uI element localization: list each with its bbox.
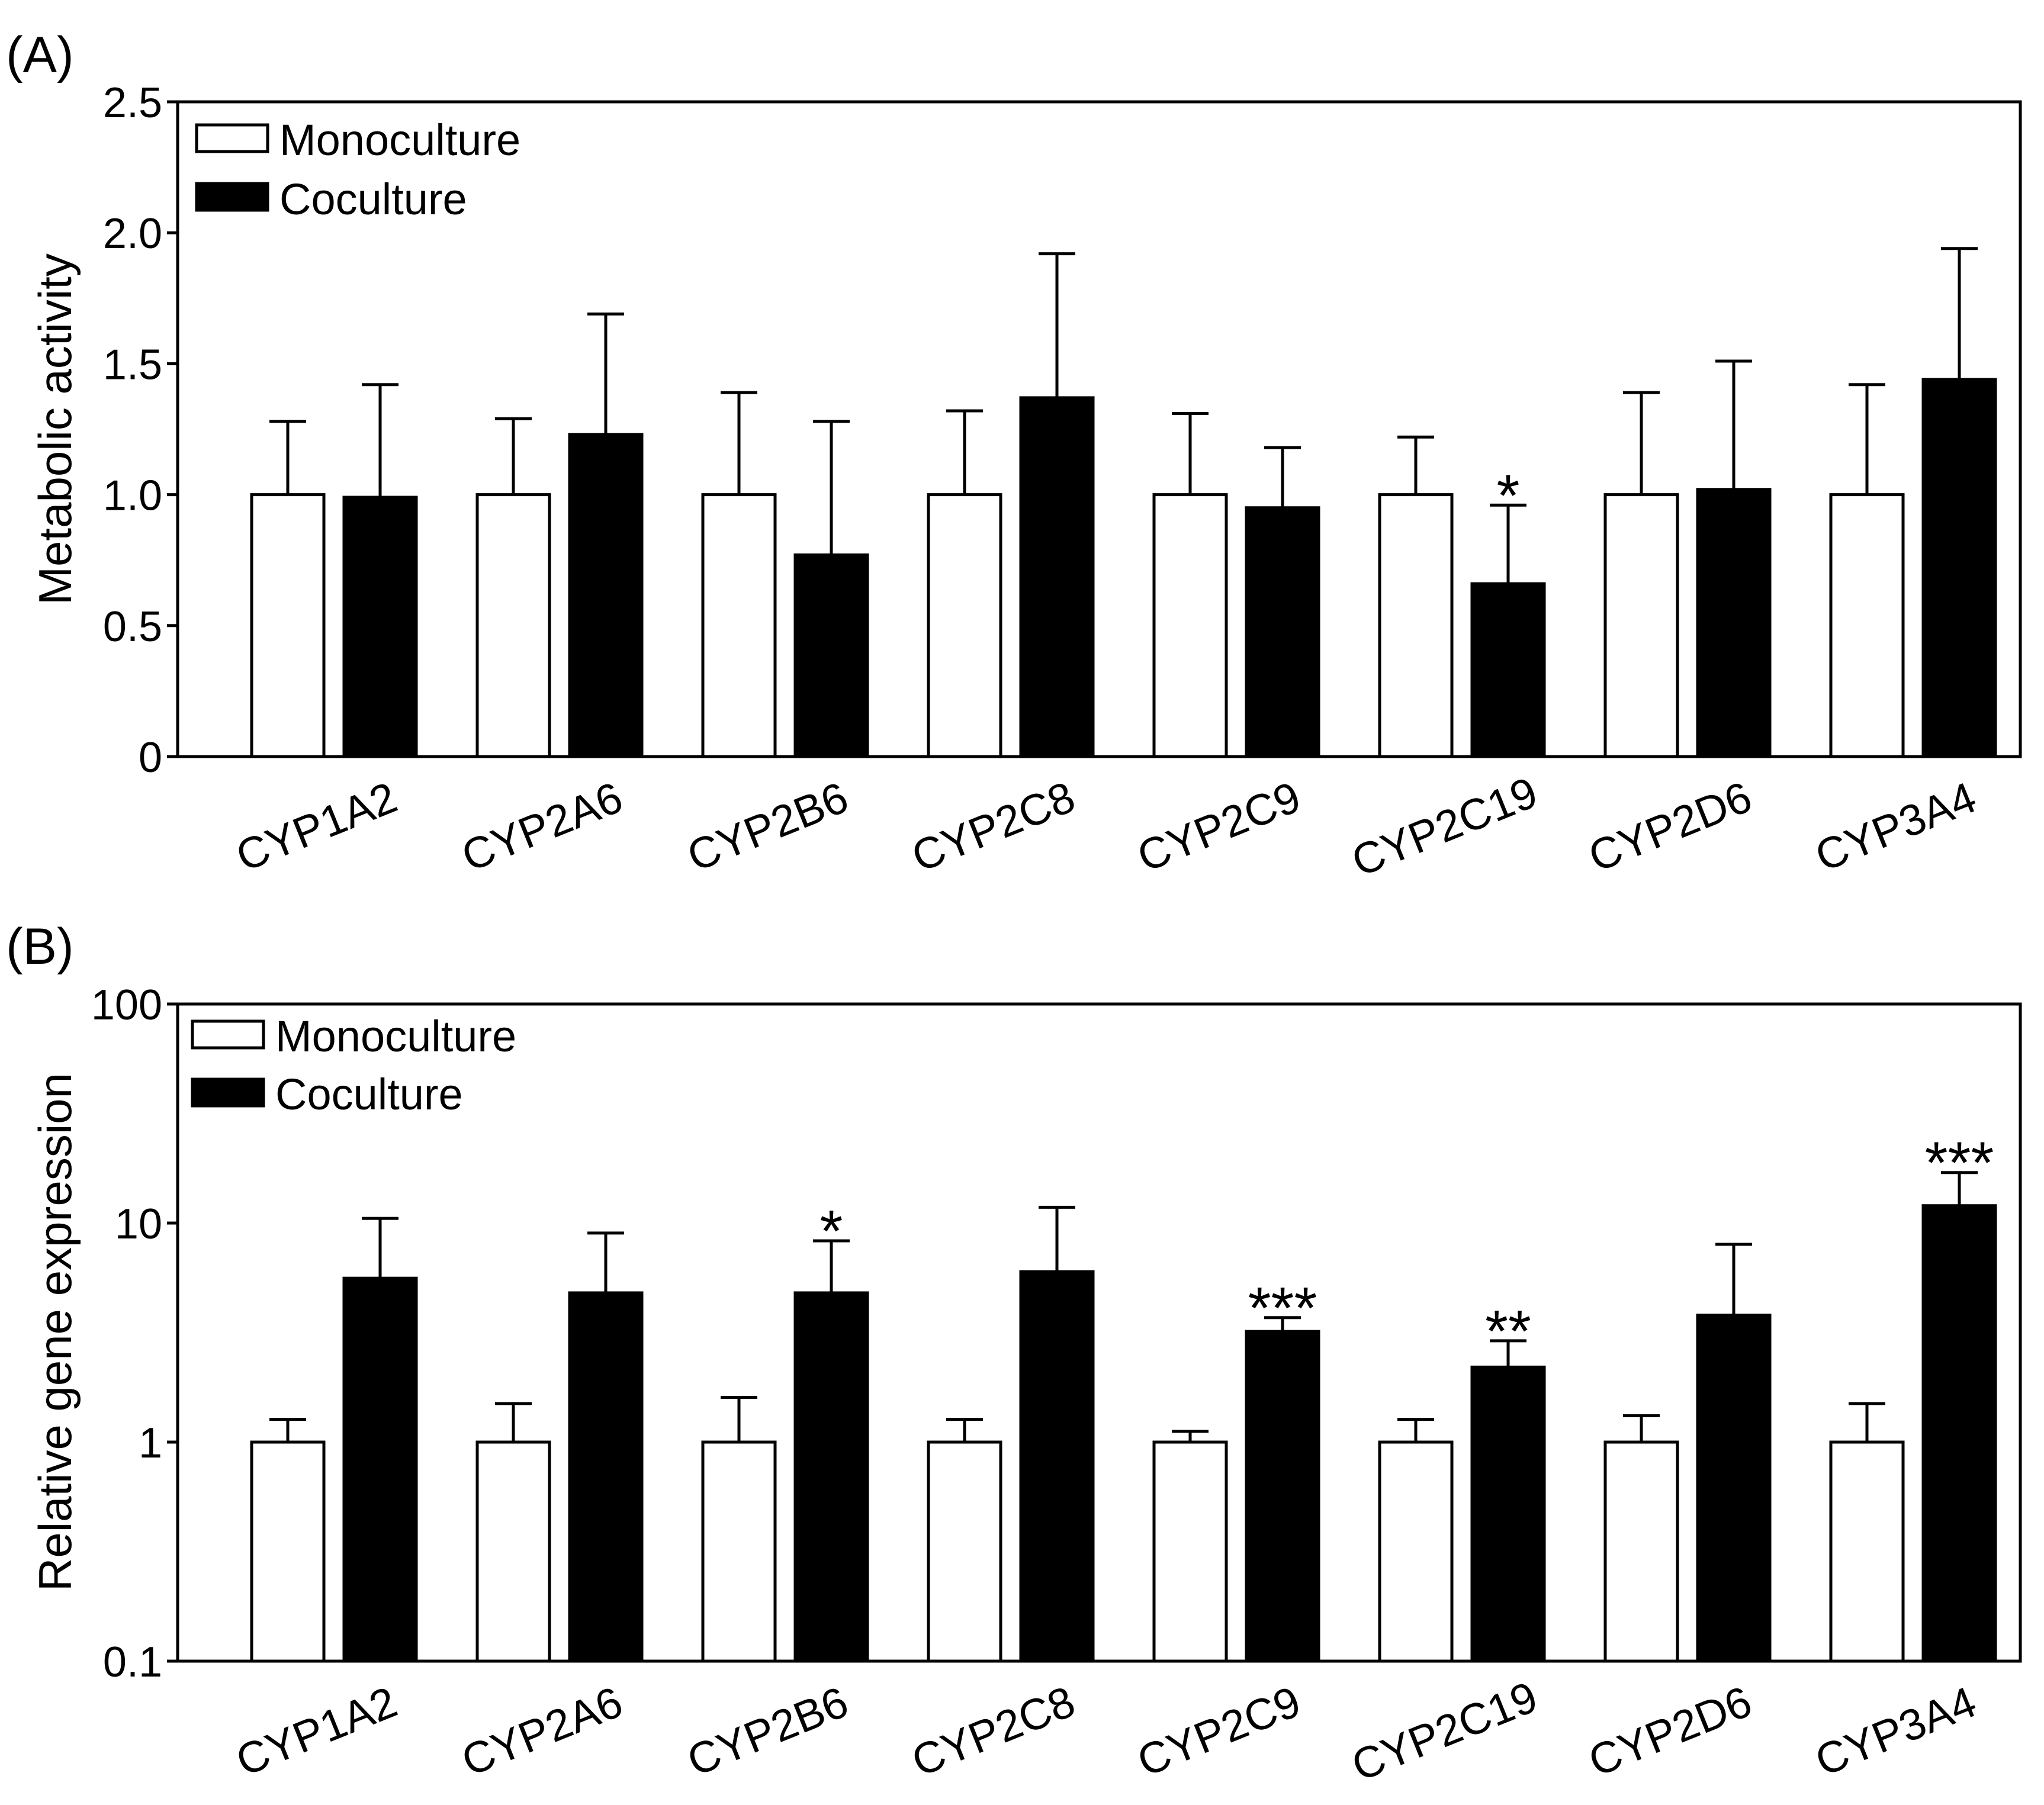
x-tick-label: CYP2B6: [680, 1677, 854, 1785]
panel-a-y-ticks: 0 0.5 1.0 1.5 2.0 2.5: [103, 79, 178, 781]
y-tick-label: 0.5: [103, 603, 162, 651]
bar-coculture-cyp2b6: [793, 1291, 869, 1663]
x-tick-label: CYP2C9: [1130, 772, 1307, 881]
bar-coculture-cyp2c8: [1019, 396, 1095, 758]
y-tick-label: 2.0: [103, 210, 162, 258]
panel-b-legend: Monoculture Coculture: [191, 1012, 516, 1119]
panel-a-bars: *: [250, 247, 1997, 758]
bar-coculture-cyp2c8: [1019, 1270, 1095, 1663]
bar-coculture-cyp3a4: [1921, 378, 1997, 758]
bar-monoculture-cyp2c9: [1152, 1440, 1228, 1663]
panel-a-plot-frame: [176, 100, 2022, 758]
legend-label-monoculture: Monoculture: [275, 1012, 516, 1061]
x-tick-label: CYP2C8: [905, 1677, 1081, 1786]
panel-b-y-ticks: 0.1 1 10 100: [91, 982, 178, 1686]
x-tick-label: CYP2D6: [1582, 1677, 1758, 1786]
bar-monoculture-cyp2a6: [475, 1440, 551, 1663]
panel-b-plot-frame: [176, 1002, 2022, 1663]
x-tick-label: CYP2D6: [1582, 772, 1758, 881]
x-tick-label: CYP2B6: [680, 773, 854, 881]
legend-swatch-monoculture: [195, 123, 269, 153]
panel-a-x-tick-labels: CYP1A2 CYP2A6 CYP2B6 CYP2C8 CYP2C9 CYP2C19 CYP…: [229, 767, 1982, 886]
bar-coculture-cyp2c9: [1245, 1330, 1320, 1663]
significance-marker: ***: [1925, 1130, 1994, 1196]
x-tick-label: CYP1A2: [229, 773, 403, 881]
bar-coculture-cyp2c19: [1470, 582, 1546, 758]
y-tick-label: 1: [139, 1420, 162, 1467]
x-tick-label: CYP1A2: [229, 1677, 403, 1785]
bar-monoculture-cyp2d6: [1603, 493, 1679, 758]
bar-monoculture-cyp2a6: [475, 493, 551, 758]
x-tick-label: CYP3A4: [1808, 773, 1982, 881]
bar-coculture-cyp2d6: [1696, 1313, 1772, 1663]
bar-monoculture-cyp3a4: [1829, 1440, 1905, 1663]
y-tick-label: 1.5: [103, 341, 162, 388]
bar-coculture-cyp2c9: [1245, 506, 1320, 758]
bar-monoculture-cyp2d6: [1603, 1440, 1679, 1663]
x-tick-label: CYP2A6: [455, 773, 629, 881]
panel-b-y-axis-label: Relative gene expression: [29, 1073, 81, 1591]
significance-marker: **: [1485, 1298, 1531, 1365]
panel-a-legend: Monoculture Coculture: [195, 115, 520, 224]
y-tick-label: 1.0: [103, 472, 162, 520]
panel-b-label: (B): [6, 918, 74, 975]
panel-a: (A) Metabolic activity Monoculture Cocul…: [6, 27, 2022, 886]
y-tick-label: 2.5: [103, 79, 162, 127]
bar-monoculture-cyp1a2: [250, 1440, 326, 1663]
y-tick-label: 100: [91, 982, 162, 1029]
bar-coculture-cyp2c19: [1470, 1365, 1546, 1663]
panel-b: (B) Relative gene expression Monoculture…: [6, 918, 2022, 1790]
panel-a-label: (A): [6, 27, 74, 83]
bar-coculture-cyp1a2: [342, 1276, 418, 1663]
legend-label-coculture: Coculture: [279, 175, 467, 224]
bar-monoculture-cyp2c19: [1378, 1440, 1454, 1663]
bar-coculture-cyp2d6: [1696, 488, 1772, 758]
y-tick-label: 0.1: [103, 1639, 162, 1686]
bar-coculture-cyp3a4: [1921, 1204, 1997, 1663]
x-tick-label: CYP2C8: [905, 772, 1081, 881]
significance-marker: *: [1497, 462, 1520, 529]
x-tick-label: CYP2C19: [1345, 1672, 1544, 1790]
bar-coculture-cyp2b6: [793, 553, 869, 758]
panel-a-y-axis-label: Metabolic activity: [29, 253, 81, 605]
legend-label-monoculture: Monoculture: [279, 115, 520, 165]
x-tick-label: CYP3A4: [1808, 1677, 1982, 1785]
bar-monoculture-cyp2b6: [701, 493, 777, 758]
bar-coculture-cyp2a6: [568, 433, 644, 758]
bar-monoculture-cyp1a2: [250, 493, 326, 758]
panel-b-bars: **** *****: [250, 1130, 1997, 1663]
bar-monoculture-cyp2c19: [1378, 493, 1454, 758]
bar-monoculture-cyp2c8: [927, 1440, 1002, 1663]
bar-coculture-cyp2a6: [568, 1291, 644, 1663]
legend-swatch-coculture: [191, 1077, 265, 1108]
bar-monoculture-cyp3a4: [1829, 493, 1905, 758]
x-tick-label: CYP2A6: [455, 1677, 629, 1785]
bar-monoculture-cyp2c9: [1152, 493, 1228, 758]
y-tick-label: 10: [115, 1201, 162, 1248]
bar-monoculture-cyp2b6: [701, 1440, 777, 1663]
legend-label-coculture: Coculture: [275, 1070, 463, 1119]
panel-b-x-tick-labels: CYP1A2 CYP2A6 CYP2B6 CYP2C8 CYP2C9 CYP2C19 CYP…: [229, 1672, 1982, 1790]
legend-swatch-coculture: [195, 182, 269, 212]
bar-monoculture-cyp2c8: [927, 493, 1002, 758]
significance-marker: ***: [1248, 1275, 1317, 1341]
x-tick-label: CYP2C19: [1345, 767, 1544, 886]
x-tick-label: CYP2C9: [1130, 1677, 1307, 1786]
legend-swatch-monoculture: [191, 1019, 265, 1050]
bar-coculture-cyp1a2: [342, 496, 418, 758]
significance-marker: *: [820, 1198, 843, 1265]
y-tick-label: 0: [139, 734, 162, 781]
